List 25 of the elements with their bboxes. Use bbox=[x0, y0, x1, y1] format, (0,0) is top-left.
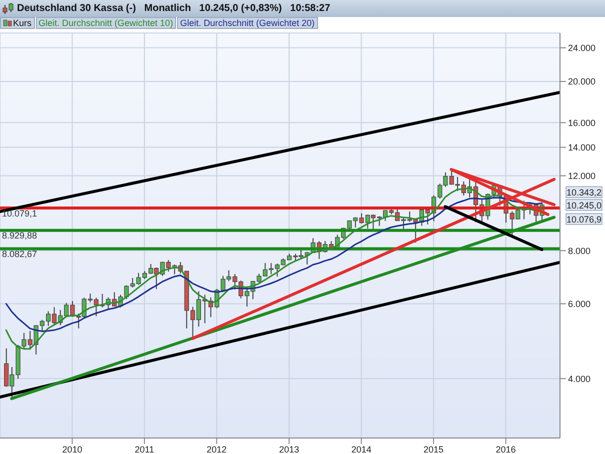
annotation: 10.245,0 bbox=[566, 200, 602, 210]
x-tick-label: 2012 bbox=[206, 444, 227, 454]
ref-line-label: 8.929,88 bbox=[2, 230, 38, 241]
y-tick-label: 24.000 bbox=[568, 42, 596, 53]
y-tick-label: 16.000 bbox=[568, 118, 596, 128]
x-tick-label: 2010 bbox=[62, 444, 82, 454]
y-tick-label: 8.000 bbox=[568, 246, 591, 256]
ref-line-label: 10.079,1 bbox=[2, 208, 38, 218]
annotation: 10.076,9 bbox=[566, 214, 602, 225]
y-tick-label: 14.000 bbox=[568, 142, 596, 152]
x-tick-label: 2013 bbox=[279, 444, 300, 454]
y-tick-label: 4.000 bbox=[568, 374, 591, 384]
chart-title: Deutschland 30 Kassa (-) Monatlich 10.245,0 (+0,83%) 10:58:27 bbox=[0, 0, 605, 17]
legend-label: Kurs bbox=[0, 17, 35, 29]
x-tick-label: 2015 bbox=[424, 444, 444, 454]
x-tick-label: 2011 bbox=[134, 444, 154, 454]
y-tick-label: 6.000 bbox=[568, 298, 591, 309]
annotation: 10.343,2 bbox=[566, 188, 602, 198]
y-tick-label: 20.000 bbox=[568, 76, 596, 87]
x-tick-label: 2016 bbox=[496, 444, 516, 454]
text: Gleit. Durchschnitt (Gewichtet 20) bbox=[177, 17, 318, 29]
y-tick-label: 12.000 bbox=[568, 170, 596, 181]
ref-line-label: 8.082,67 bbox=[2, 249, 38, 260]
text: Gleit. Durchschnitt (Gewichtet 10) bbox=[36, 17, 176, 29]
x-tick-label: 2014 bbox=[351, 444, 372, 454]
